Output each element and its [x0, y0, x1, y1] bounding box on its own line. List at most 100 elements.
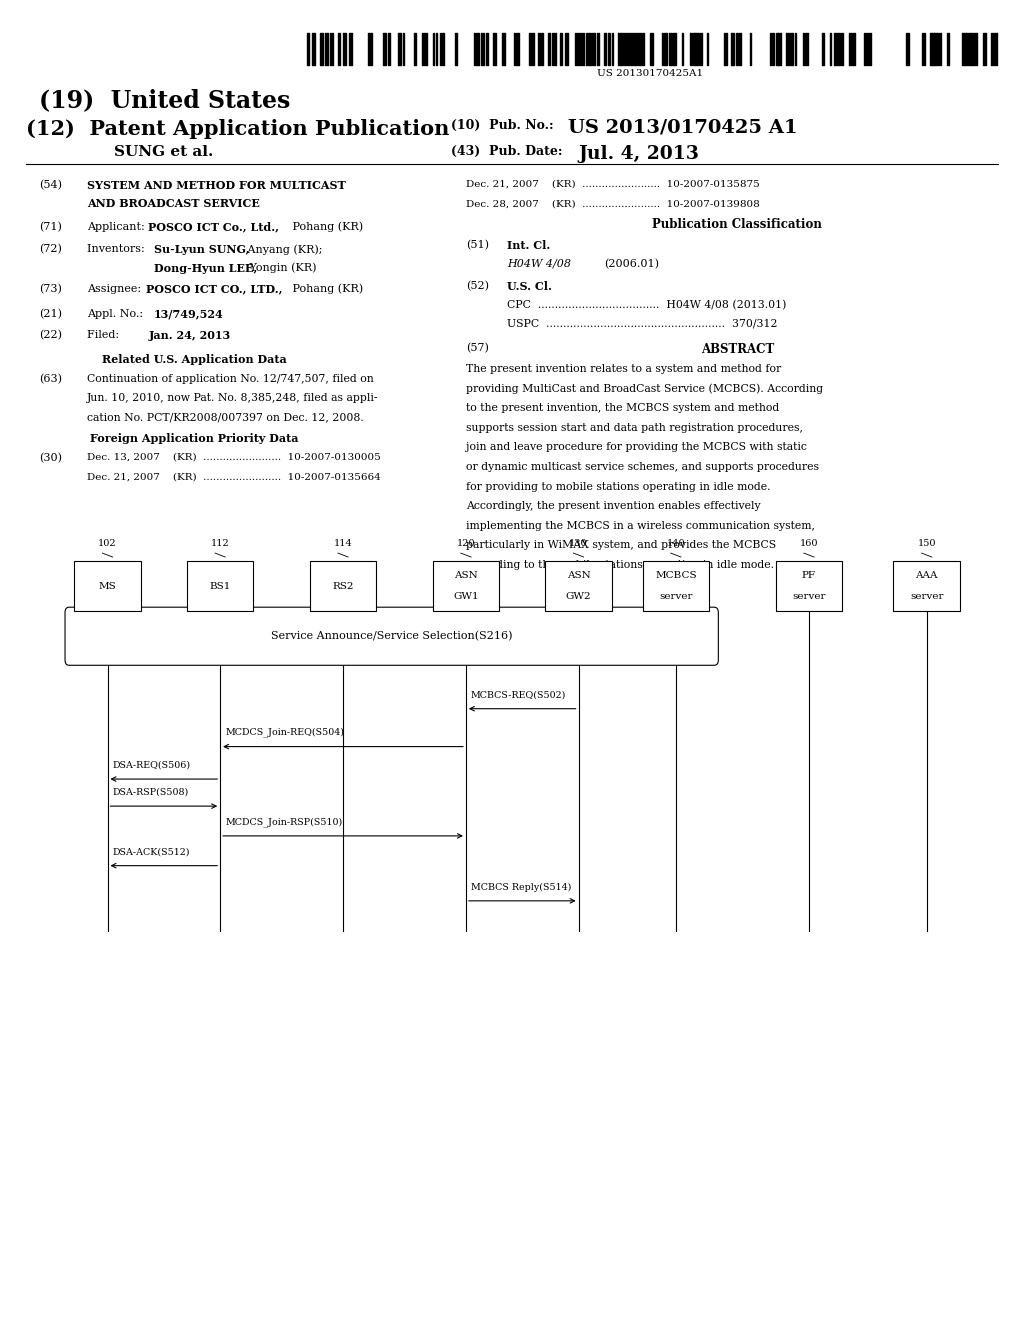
Text: Assignee:: Assignee:	[87, 284, 144, 294]
Text: (30): (30)	[39, 453, 61, 463]
Text: SYSTEM AND METHOD FOR MULTICAST: SYSTEM AND METHOD FOR MULTICAST	[87, 180, 346, 190]
Text: USPC  .....................................................  370/312: USPC ...................................…	[507, 318, 777, 329]
Text: ASN: ASN	[566, 572, 591, 579]
Text: 114: 114	[334, 539, 352, 548]
Text: Appl. No.:: Appl. No.:	[87, 309, 151, 319]
Text: server: server	[793, 593, 825, 601]
Text: MCBCS: MCBCS	[655, 572, 696, 579]
Text: US 20130170425A1: US 20130170425A1	[597, 69, 703, 78]
Text: 13/749,524: 13/749,524	[154, 309, 223, 319]
FancyBboxPatch shape	[309, 561, 377, 611]
Text: (51): (51)	[466, 240, 488, 251]
Text: Jun. 10, 2010, now Pat. No. 8,385,248, filed as appli-: Jun. 10, 2010, now Pat. No. 8,385,248, f…	[87, 393, 379, 403]
Text: Applicant:: Applicant:	[87, 222, 148, 232]
Text: POSCO ICT CO., LTD.,: POSCO ICT CO., LTD.,	[146, 284, 283, 294]
Text: Int. Cl.: Int. Cl.	[507, 240, 550, 251]
Text: SUNG et al.: SUNG et al.	[72, 145, 213, 160]
Text: 140: 140	[667, 539, 685, 548]
Text: MCBCS Reply(S514): MCBCS Reply(S514)	[471, 883, 571, 891]
Text: ABSTRACT: ABSTRACT	[700, 343, 774, 356]
Text: or dynamic multicast service schemes, and supports procedures: or dynamic multicast service schemes, an…	[466, 462, 819, 473]
FancyBboxPatch shape	[186, 561, 254, 611]
Text: (12)  Patent Application Publication: (12) Patent Application Publication	[26, 119, 449, 139]
Text: GW2: GW2	[565, 593, 592, 601]
Text: MCBCS-REQ(S502): MCBCS-REQ(S502)	[471, 690, 566, 700]
Text: join and leave procedure for providing the MCBCS with static: join and leave procedure for providing t…	[466, 442, 807, 453]
Text: (63): (63)	[39, 374, 61, 384]
Text: (2006.01): (2006.01)	[604, 259, 659, 269]
Text: particularly in WiMAX system, and provides the MCBCS: particularly in WiMAX system, and provid…	[466, 540, 776, 550]
FancyBboxPatch shape	[643, 561, 710, 611]
Text: DSA-RSP(S508): DSA-RSP(S508)	[113, 788, 188, 797]
Text: (57): (57)	[466, 343, 488, 354]
Text: (73): (73)	[39, 284, 61, 294]
Text: Dec. 28, 2007    (KR)  ........................  10-2007-0139808: Dec. 28, 2007 (KR) .....................…	[466, 199, 760, 209]
Text: DSA-REQ(S506): DSA-REQ(S506)	[113, 760, 190, 770]
Text: The present invention relates to a system and method for: The present invention relates to a syste…	[466, 364, 781, 375]
Text: POSCO ICT Co., Ltd.,: POSCO ICT Co., Ltd.,	[148, 222, 280, 232]
Text: Foreign Application Priority Data: Foreign Application Priority Data	[90, 433, 299, 444]
FancyBboxPatch shape	[65, 607, 719, 665]
Text: Dec. 13, 2007    (KR)  ........................  10-2007-0130005: Dec. 13, 2007 (KR) .....................…	[87, 453, 381, 462]
Text: MCDCS_Join-RSP(S510): MCDCS_Join-RSP(S510)	[225, 817, 343, 826]
Text: Inventors:: Inventors:	[87, 244, 152, 255]
FancyBboxPatch shape	[432, 561, 500, 611]
Text: DSA-ACK(S512): DSA-ACK(S512)	[113, 847, 190, 857]
Text: 120: 120	[457, 539, 475, 548]
Text: 160: 160	[800, 539, 818, 548]
Text: AND BROADCAST SERVICE: AND BROADCAST SERVICE	[87, 198, 260, 209]
Text: to the present invention, the MCBCS system and method: to the present invention, the MCBCS syst…	[466, 404, 779, 413]
Text: Dong-Hyun LEE,: Dong-Hyun LEE,	[154, 263, 257, 273]
FancyBboxPatch shape	[893, 561, 961, 611]
Text: server: server	[659, 593, 692, 601]
Text: U.S. Cl.: U.S. Cl.	[507, 281, 552, 292]
Text: BS1: BS1	[210, 582, 230, 590]
Text: providing MultiCast and BroadCast Service (MCBCS). According: providing MultiCast and BroadCast Servic…	[466, 384, 823, 395]
Text: AAA: AAA	[915, 572, 938, 579]
Text: 102: 102	[98, 539, 117, 548]
Text: 150: 150	[918, 539, 936, 548]
Text: (19)  United States: (19) United States	[39, 88, 290, 112]
Text: H04W 4/08: H04W 4/08	[507, 259, 571, 269]
Text: MS: MS	[98, 582, 117, 590]
Text: implementing the MCBCS in a wireless communication system,: implementing the MCBCS in a wireless com…	[466, 520, 815, 531]
Text: Jul. 4, 2013: Jul. 4, 2013	[579, 145, 699, 164]
FancyBboxPatch shape	[545, 561, 611, 611]
Text: 130: 130	[569, 539, 588, 548]
Text: server: server	[910, 593, 943, 601]
Text: Dec. 21, 2007    (KR)  ........................  10-2007-0135875: Dec. 21, 2007 (KR) .....................…	[466, 180, 760, 189]
Text: Publication Classification: Publication Classification	[652, 218, 822, 231]
Text: Filed:: Filed:	[87, 330, 151, 341]
Text: US 2013/0170425 A1: US 2013/0170425 A1	[568, 119, 798, 137]
Text: Pohang (KR): Pohang (KR)	[289, 222, 362, 232]
Text: Accordingly, the present invention enables effectively: Accordingly, the present invention enabl…	[466, 502, 761, 511]
Text: for providing to mobile stations operating in idle mode.: for providing to mobile stations operati…	[466, 482, 770, 491]
Text: PF: PF	[802, 572, 816, 579]
Text: GW1: GW1	[453, 593, 479, 601]
FancyBboxPatch shape	[776, 561, 842, 611]
Text: Service Announce/Service Selection(S216): Service Announce/Service Selection(S216)	[271, 631, 512, 642]
FancyBboxPatch shape	[74, 561, 141, 611]
Text: according to the mobile stations operating in idle mode.: according to the mobile stations operati…	[466, 560, 774, 570]
Text: Jan. 24, 2013: Jan. 24, 2013	[148, 330, 230, 341]
Text: (10)  Pub. No.:: (10) Pub. No.:	[451, 119, 553, 132]
Text: Anyang (KR);: Anyang (KR);	[244, 244, 323, 255]
Text: 112: 112	[211, 539, 229, 548]
Text: RS2: RS2	[333, 582, 353, 590]
Text: (52): (52)	[466, 281, 488, 292]
Text: (72): (72)	[39, 244, 61, 255]
Text: (21): (21)	[39, 309, 61, 319]
Text: Su-Lyun SUNG,: Su-Lyun SUNG,	[154, 244, 249, 255]
Text: Dec. 21, 2007    (KR)  ........................  10-2007-0135664: Dec. 21, 2007 (KR) .....................…	[87, 473, 381, 482]
Text: supports session start and data path registration procedures,: supports session start and data path reg…	[466, 422, 803, 433]
Text: Yongin (KR): Yongin (KR)	[246, 263, 316, 273]
Text: CPC  ....................................  H04W 4/08 (2013.01): CPC ....................................…	[507, 300, 786, 310]
Text: Related U.S. Application Data: Related U.S. Application Data	[102, 354, 287, 364]
Text: (22): (22)	[39, 330, 61, 341]
Text: Continuation of application No. 12/747,507, filed on: Continuation of application No. 12/747,5…	[87, 374, 374, 384]
Text: (43)  Pub. Date:: (43) Pub. Date:	[451, 145, 562, 158]
Text: (71): (71)	[39, 222, 61, 232]
Text: Pohang (KR): Pohang (KR)	[289, 284, 362, 294]
Text: ASN: ASN	[454, 572, 478, 579]
Text: MCDCS_Join-REQ(S504): MCDCS_Join-REQ(S504)	[225, 727, 344, 738]
